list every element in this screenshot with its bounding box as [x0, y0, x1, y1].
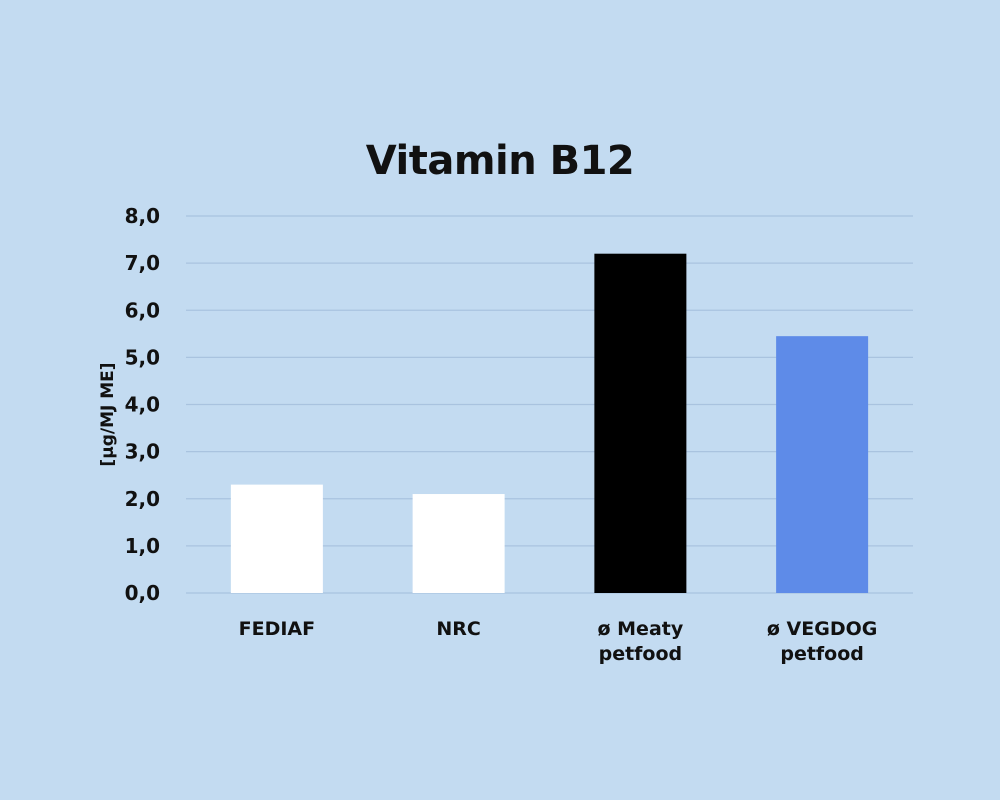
y-tick-label: 5,0 [125, 345, 160, 369]
bar [230, 484, 323, 593]
y-tick-label: 8,0 [125, 204, 160, 228]
x-tick-label: ø Meaty [597, 618, 683, 640]
y-tick-label: 3,0 [125, 440, 160, 464]
bar [594, 253, 687, 593]
x-tick-label: petfood [780, 643, 864, 665]
y-tick-label: 6,0 [125, 298, 160, 322]
y-axis-label: [µg/MJ ME] [98, 362, 118, 466]
y-tick-label: 2,0 [125, 487, 160, 511]
x-tick-label: ø VEGDOG [767, 618, 877, 640]
y-tick-label: 4,0 [125, 393, 160, 417]
bar [776, 336, 869, 593]
bar [412, 494, 505, 593]
x-tick-label: petfood [599, 643, 683, 665]
y-tick-label: 7,0 [125, 251, 160, 275]
x-tick-label: FEDIAF [239, 618, 315, 640]
y-tick-label: 1,0 [125, 534, 160, 558]
x-tick-label: NRC [436, 618, 480, 640]
chart-title: Vitamin B12 [365, 138, 635, 184]
y-tick-label: 0,0 [125, 581, 160, 605]
